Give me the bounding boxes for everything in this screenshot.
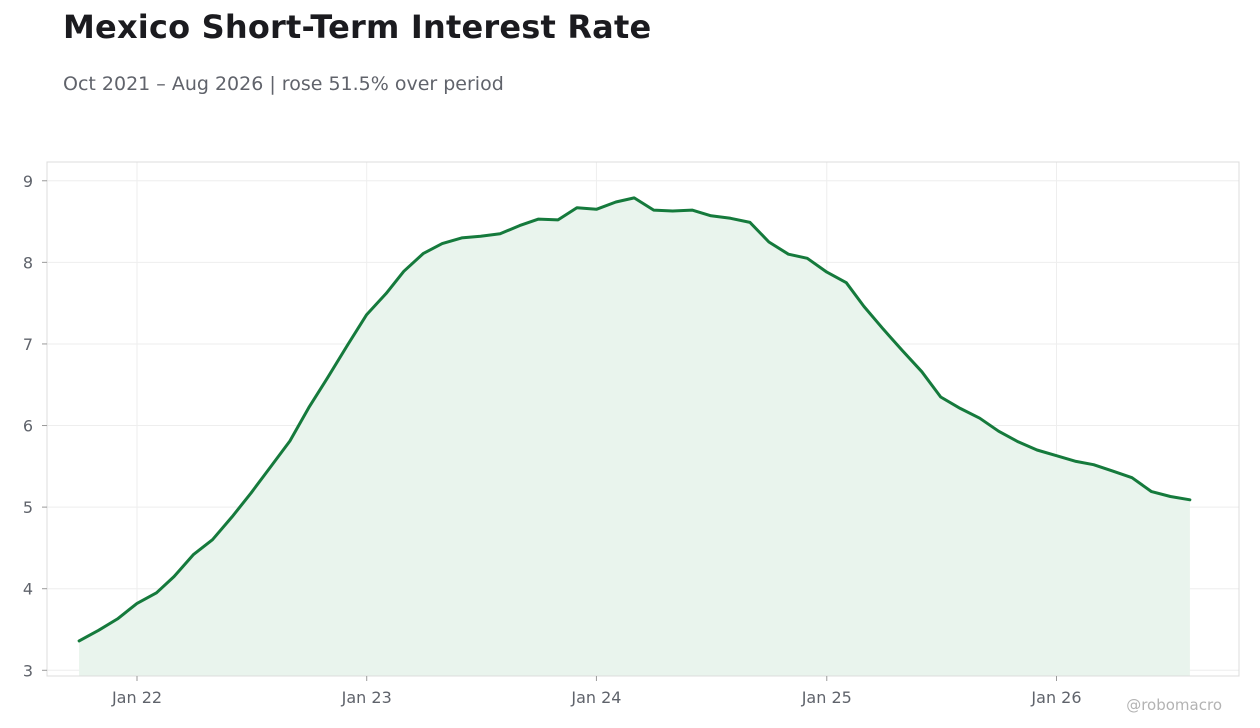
y-tick-label: 7 bbox=[23, 335, 33, 354]
y-tick-label: 6 bbox=[23, 417, 33, 436]
chart-title: Mexico Short-Term Interest Rate bbox=[63, 8, 652, 46]
series-area-fill bbox=[79, 197, 1190, 676]
chart-subtitle: Oct 2021 – Aug 2026 | rose 51.5% over pe… bbox=[63, 73, 504, 95]
x-tick-label: Jan 22 bbox=[111, 688, 162, 707]
x-tick-label: Jan 26 bbox=[1030, 688, 1081, 707]
y-tick-label: 8 bbox=[23, 253, 33, 272]
y-tick-label: 3 bbox=[23, 661, 33, 680]
x-tick-label: Jan 25 bbox=[801, 688, 852, 707]
y-tick-label: 9 bbox=[23, 172, 33, 191]
y-tick-label: 4 bbox=[23, 580, 33, 599]
plot-frame bbox=[46, 161, 1240, 677]
watermark: @robomacro bbox=[1126, 696, 1222, 714]
y-tick-label: 5 bbox=[23, 498, 33, 517]
x-tick-label: Jan 23 bbox=[341, 688, 392, 707]
y-axis: 3 4 5 6 7 8 9 bbox=[23, 172, 47, 680]
x-axis: Jan 22 Jan 23 Jan 24 Jan 25 Jan 26 bbox=[111, 676, 1082, 707]
x-tick-label: Jan 24 bbox=[570, 688, 621, 707]
series-line bbox=[77, 196, 1192, 643]
